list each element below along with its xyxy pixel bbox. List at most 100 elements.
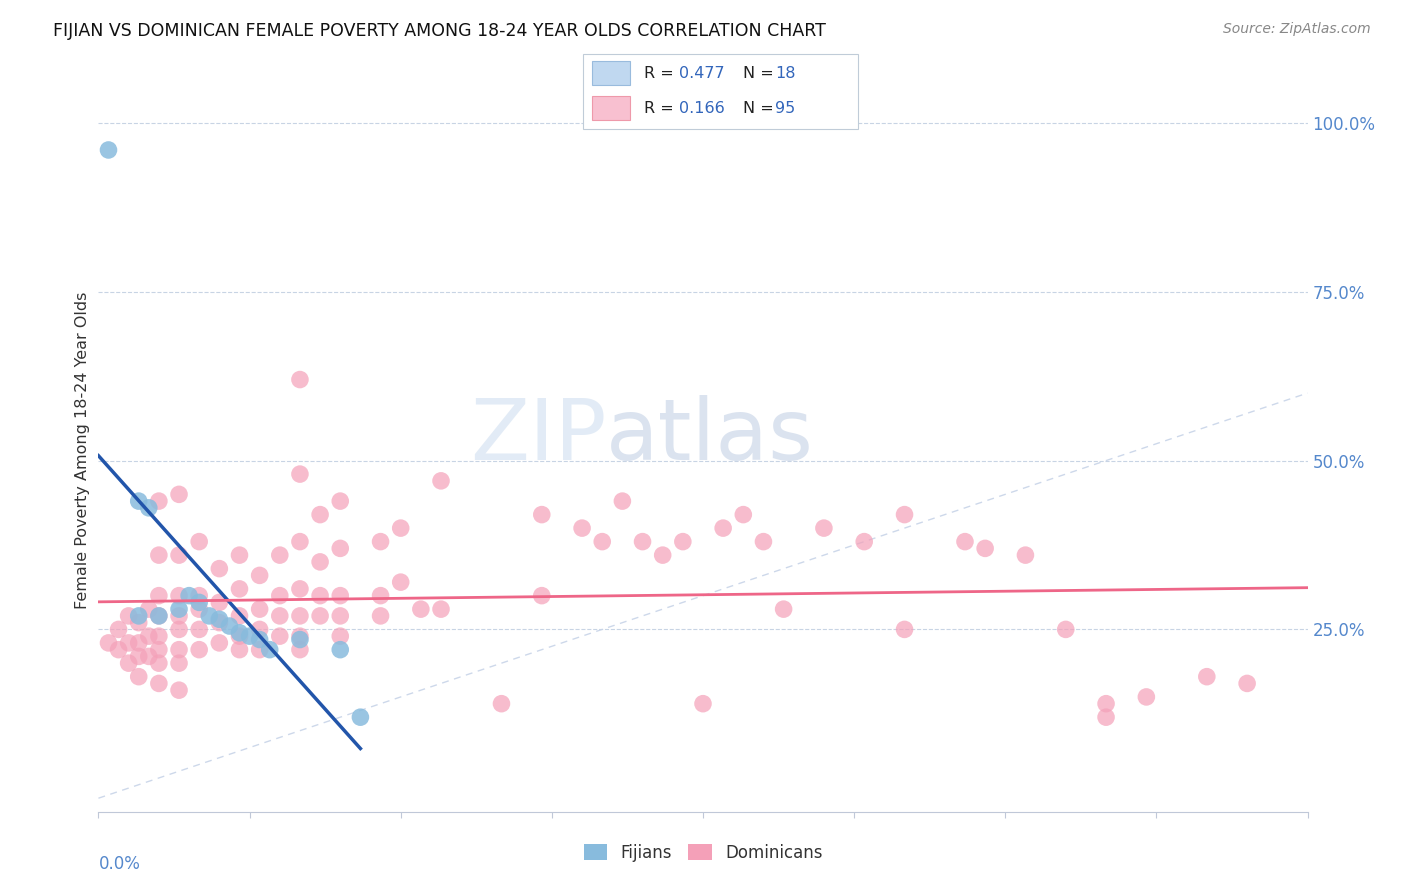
Point	[692, 697, 714, 711]
Point	[893, 623, 915, 637]
Point	[128, 670, 150, 684]
Point	[249, 568, 271, 582]
Point	[167, 683, 190, 698]
Point	[893, 508, 915, 522]
Point	[1236, 676, 1258, 690]
Point	[612, 494, 634, 508]
Point	[148, 676, 170, 690]
Point	[228, 608, 250, 623]
Point	[309, 555, 332, 569]
Point	[167, 602, 190, 616]
Point	[329, 589, 352, 603]
Point	[118, 636, 141, 650]
Point	[167, 656, 190, 670]
Point	[249, 623, 271, 637]
Point	[148, 642, 170, 657]
Point	[188, 589, 211, 603]
Point	[269, 629, 291, 643]
Point	[1054, 623, 1077, 637]
Point	[370, 608, 392, 623]
Point	[269, 608, 291, 623]
Point	[128, 636, 150, 650]
Point	[218, 619, 240, 633]
Point	[188, 602, 211, 616]
Point	[309, 508, 332, 522]
Point	[148, 629, 170, 643]
Text: Source: ZipAtlas.com: Source: ZipAtlas.com	[1223, 22, 1371, 37]
Text: N =: N =	[742, 66, 779, 81]
Point	[118, 608, 141, 623]
Point	[138, 500, 160, 515]
Point	[188, 642, 211, 657]
Point	[491, 697, 513, 711]
Point	[128, 649, 150, 664]
Text: N =: N =	[742, 101, 779, 116]
Point	[128, 608, 150, 623]
Point	[1014, 548, 1036, 562]
Point	[288, 534, 311, 549]
Point	[309, 589, 332, 603]
Point	[1195, 670, 1218, 684]
Point	[228, 629, 250, 643]
Point	[631, 534, 654, 549]
Point	[167, 548, 190, 562]
Text: R =: R =	[644, 66, 679, 81]
Point	[269, 589, 291, 603]
Point	[370, 589, 392, 603]
Point	[118, 656, 141, 670]
Point	[1095, 697, 1118, 711]
Point	[97, 143, 120, 157]
Point	[179, 589, 201, 603]
Point	[167, 589, 190, 603]
Point	[288, 373, 311, 387]
Point	[208, 615, 231, 630]
Point	[329, 494, 352, 508]
Text: 0.166: 0.166	[679, 101, 725, 116]
Point	[167, 608, 190, 623]
Point	[571, 521, 593, 535]
Point	[228, 548, 250, 562]
Point	[269, 548, 291, 562]
Point	[97, 636, 120, 650]
Point	[711, 521, 734, 535]
Point	[309, 608, 332, 623]
Point	[288, 582, 311, 596]
Point	[329, 608, 352, 623]
Point	[752, 534, 775, 549]
Text: 0.0%: 0.0%	[98, 855, 141, 873]
Point	[329, 629, 352, 643]
Point	[228, 582, 250, 596]
Y-axis label: Female Poverty Among 18-24 Year Olds: Female Poverty Among 18-24 Year Olds	[75, 292, 90, 609]
Text: 18: 18	[776, 66, 796, 81]
Point	[167, 487, 190, 501]
Point	[138, 649, 160, 664]
Point	[409, 602, 432, 616]
Point	[389, 521, 412, 535]
Point	[208, 636, 231, 650]
Point	[1095, 710, 1118, 724]
Point	[329, 541, 352, 556]
Point	[208, 561, 231, 575]
Point	[208, 612, 231, 626]
Point	[430, 474, 453, 488]
Text: R =: R =	[644, 101, 679, 116]
Point	[128, 494, 150, 508]
Point	[208, 595, 231, 609]
Text: FIJIAN VS DOMINICAN FEMALE POVERTY AMONG 18-24 YEAR OLDS CORRELATION CHART: FIJIAN VS DOMINICAN FEMALE POVERTY AMONG…	[53, 22, 827, 40]
Point	[772, 602, 794, 616]
Point	[591, 534, 613, 549]
Point	[953, 534, 976, 549]
Point	[228, 642, 250, 657]
Point	[329, 642, 352, 657]
Point	[389, 575, 412, 590]
Point	[188, 534, 211, 549]
Text: ZIP: ZIP	[470, 394, 606, 477]
Point	[1135, 690, 1157, 704]
Point	[198, 608, 221, 623]
Point	[349, 710, 371, 724]
Point	[107, 623, 129, 637]
Point	[259, 642, 281, 657]
Point	[530, 508, 553, 522]
Point	[288, 642, 311, 657]
Point	[167, 623, 190, 637]
